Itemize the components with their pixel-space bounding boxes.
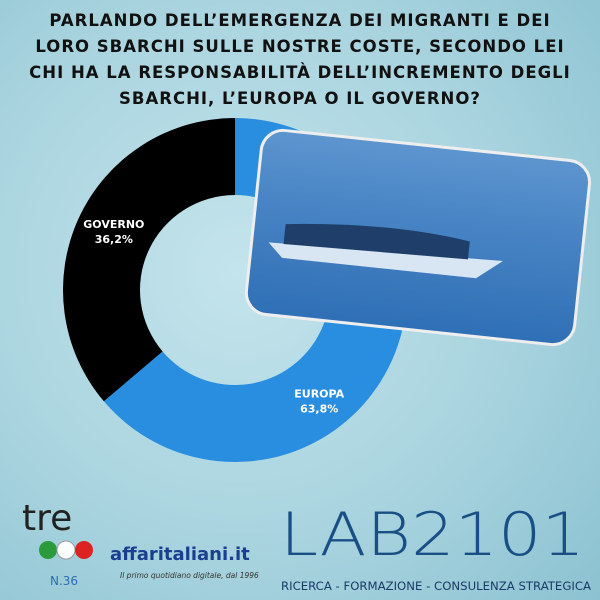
publisher: affaritaliani.it <box>110 544 250 565</box>
photo <box>244 128 592 347</box>
badge-logo: tre N.36 <box>22 498 93 588</box>
lab-logo: LAB2101 <box>280 500 585 570</box>
slice-value-label: 36,2% <box>95 233 133 246</box>
donut-slice <box>63 118 235 402</box>
slice-label: EUROPA <box>294 388 344 401</box>
slice-label: GOVERNO <box>83 218 144 231</box>
slice-value-label: 63,8% <box>300 403 338 416</box>
issue: N.36 <box>50 574 78 588</box>
lab-tagline: RICERCA - FORMAZIONE - CONSULENZA STRATE… <box>281 579 591 593</box>
publisher-tagline: Il primo quotidiano digitale, dal 1996 <box>120 571 259 580</box>
badge: tre <box>22 498 72 539</box>
chart-title: PARLANDO DELL’EMERGENZA DEI MIGRANTI E D… <box>29 11 571 108</box>
